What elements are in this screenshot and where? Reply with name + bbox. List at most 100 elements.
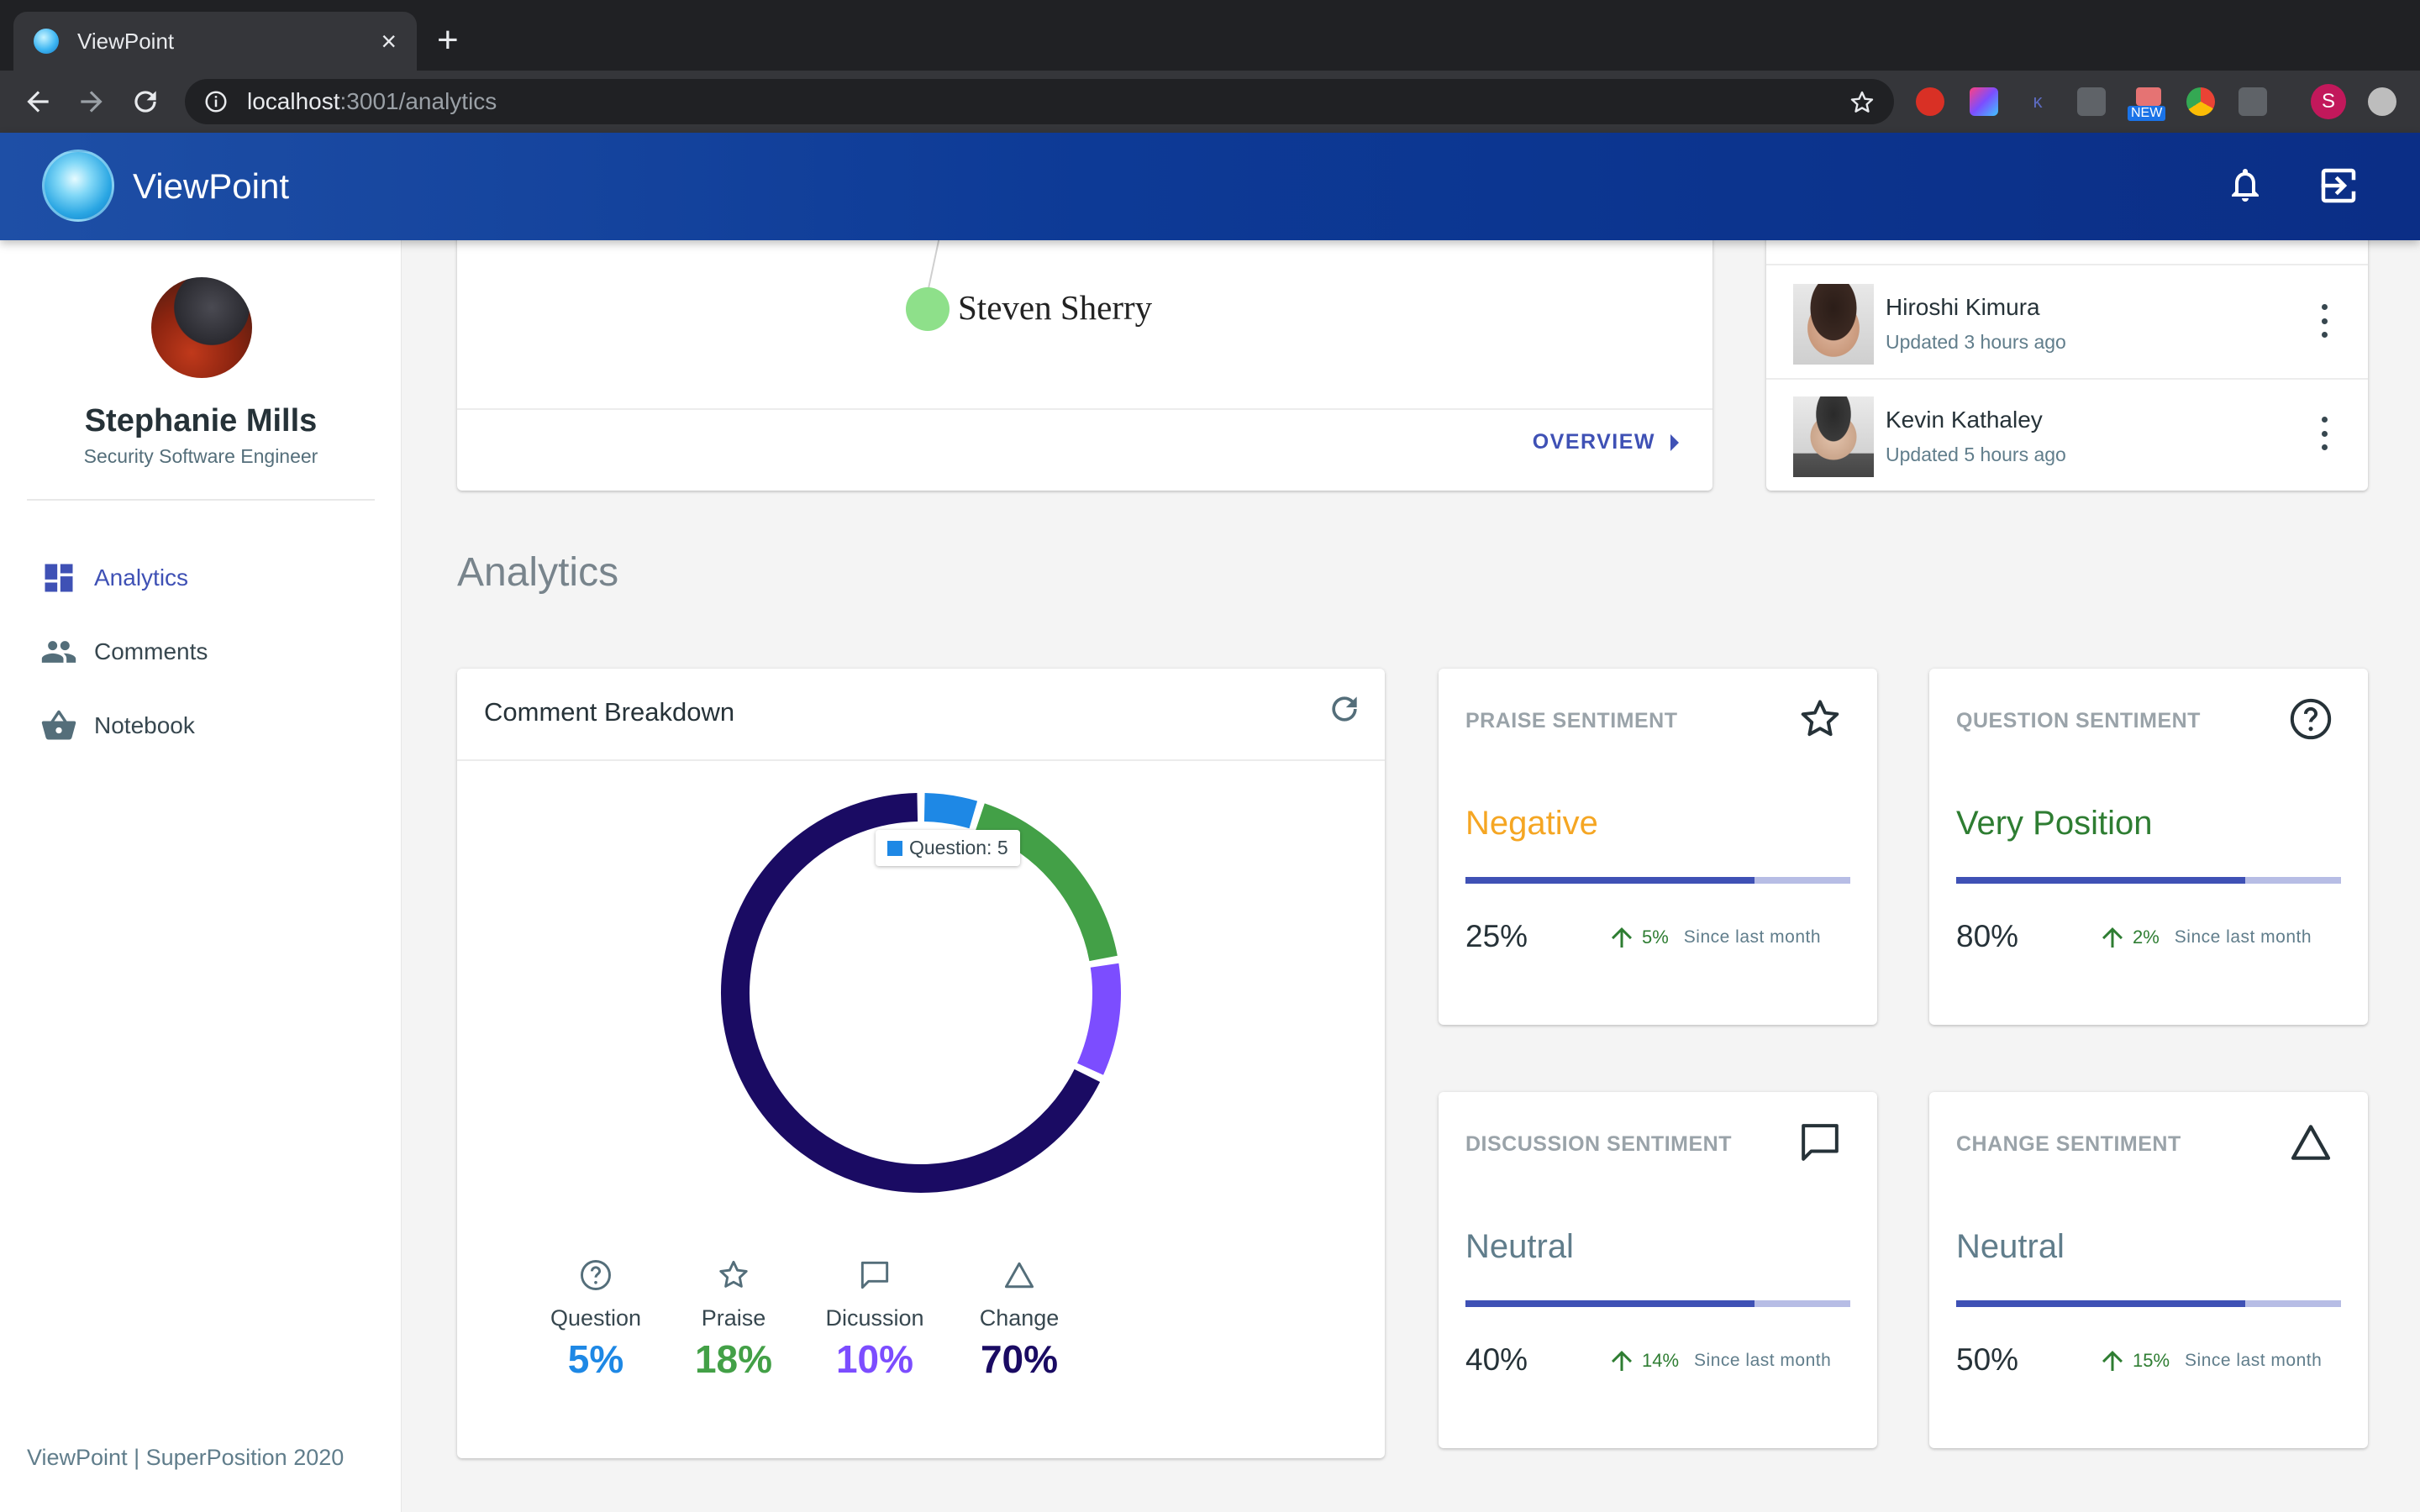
legend-label: Dicussion xyxy=(825,1305,924,1331)
forward-arrow-icon[interactable] xyxy=(76,86,108,118)
arrow-up-icon xyxy=(2102,927,2123,948)
sentiment-value: Neutral xyxy=(1465,1228,1574,1265)
legend-item-question[interactable]: Question 5% xyxy=(524,1257,667,1382)
tree-node-label[interactable]: Steven Sherry xyxy=(958,288,1153,327)
donut-segment-discussion[interactable] xyxy=(1076,963,1121,1075)
sentiment-delta: 15% xyxy=(2133,1350,2170,1371)
legend-item-discussion[interactable]: Dicussion 10% xyxy=(803,1257,946,1382)
profile-avatar[interactable]: S xyxy=(2311,84,2346,119)
person-name: Kevin Kathaley xyxy=(1886,407,2043,433)
arrow-up-icon xyxy=(1612,1351,1632,1371)
avatar[interactable] xyxy=(151,277,252,378)
sentiment-progress xyxy=(1465,1300,1850,1307)
sentiment-title: CHANGE SENTIMENT xyxy=(1956,1132,2181,1156)
tab-title: ViewPoint xyxy=(77,28,175,54)
question-sentiment-card: QUESTION SENTIMENT Very Position 80% 2% … xyxy=(1929,669,2368,1025)
change-sentiment-card: CHANGE SENTIMENT Neutral 50% 15% Since l… xyxy=(1929,1092,2368,1448)
browser-tab[interactable]: ViewPoint × xyxy=(13,12,417,71)
sentiment-value: Neutral xyxy=(1956,1228,2065,1265)
donut-segment-praise[interactable] xyxy=(975,803,1118,962)
back-arrow-icon[interactable] xyxy=(22,86,54,118)
tab-close-icon[interactable]: × xyxy=(381,26,397,56)
tree-connector xyxy=(927,239,940,291)
extension-v-icon[interactable] xyxy=(2238,87,2267,116)
sentiment-title: PRAISE SENTIMENT xyxy=(1465,709,1678,732)
more-vert-icon[interactable] xyxy=(2321,304,2328,338)
sentiment-value: Very Position xyxy=(1956,805,2153,842)
legend-item-praise[interactable]: Praise 18% xyxy=(662,1257,805,1382)
arrow-up-icon xyxy=(2102,1351,2123,1371)
more-vert-icon[interactable] xyxy=(2321,417,2328,450)
sentiment-progress xyxy=(1956,1300,2341,1307)
refresh-icon[interactable] xyxy=(1326,690,1363,727)
bell-icon[interactable] xyxy=(2225,165,2265,205)
sentiment-since: Since last month xyxy=(2185,1351,2323,1370)
sidebar-item-notebook[interactable]: Notebook xyxy=(40,702,195,749)
bookmark-star-icon[interactable] xyxy=(1849,89,1876,116)
sidebar-item-comments[interactable]: Comments xyxy=(40,628,208,675)
chat-outline-icon xyxy=(1802,1124,1839,1161)
user-name: Stephanie Mills xyxy=(84,403,318,438)
card-title: Comment Breakdown xyxy=(484,697,735,727)
sentiment-value: Negative xyxy=(1465,805,1598,842)
legend-value: 18% xyxy=(694,1337,773,1381)
sentiment-percent: 50% xyxy=(1956,1342,2019,1377)
question-circle-icon xyxy=(2290,698,2332,740)
extension-stop-icon[interactable] xyxy=(1916,87,1944,116)
sign-out-icon[interactable] xyxy=(2316,163,2361,208)
sentiment-delta: 5% xyxy=(1642,927,1669,948)
sentiment-progress xyxy=(1465,877,1850,884)
browser-toolbar: localhost:3001/analytics ĸ NEW S xyxy=(0,71,2420,133)
sentiment-delta: 2% xyxy=(2133,927,2160,948)
list-item[interactable]: Hiroshi Kimura Updated 3 hours ago xyxy=(1766,264,2368,380)
info-icon[interactable] xyxy=(203,89,229,114)
sidebar-item-analytics[interactable]: Analytics xyxy=(40,554,188,601)
list-item[interactable]: Kevin Kathaley Updated 5 hours ago xyxy=(1766,378,2368,494)
reload-icon[interactable] xyxy=(129,86,161,118)
overview-button[interactable]: OVERVIEW xyxy=(1533,430,1679,454)
dashboard-icon xyxy=(45,564,73,592)
url-path: :3001/analytics xyxy=(339,88,497,114)
extension-new-icon[interactable]: NEW xyxy=(2128,87,2171,121)
sentiment-delta: 14% xyxy=(1642,1350,1680,1371)
question-circle-icon xyxy=(581,1260,611,1290)
legend-value: 5% xyxy=(567,1337,624,1381)
sidebar: Stephanie Mills Security Software Engine… xyxy=(0,240,402,1512)
viewpoint-logo[interactable] xyxy=(42,150,114,222)
tree-node[interactable] xyxy=(906,287,950,331)
extension-chrome-icon[interactable] xyxy=(2186,87,2215,116)
donut-segment-change[interactable] xyxy=(721,793,1101,1193)
legend-label: Praise xyxy=(701,1305,766,1331)
sentiment-progress-fill xyxy=(1956,877,2245,884)
browser-tabstrip: ViewPoint × + xyxy=(0,0,2420,71)
sidebar-item-label: Notebook xyxy=(94,712,195,738)
viewpoint-favicon-icon xyxy=(34,29,59,54)
sidebar-footer: ViewPoint | SuperPosition 2020 xyxy=(27,1445,345,1470)
extension-k-icon[interactable]: ĸ xyxy=(2033,91,2043,112)
person-updated: Updated 3 hours ago xyxy=(1886,331,2066,353)
sentiment-change: 14% Since last month xyxy=(1607,1346,1831,1376)
triangle-icon xyxy=(1004,1262,1034,1289)
triangle-outline-icon xyxy=(2291,1125,2331,1160)
legend-value: 70% xyxy=(980,1337,1059,1381)
extension-update-icon[interactable] xyxy=(2368,87,2396,116)
extension-f-icon[interactable] xyxy=(2077,87,2106,116)
extension-colorful-icon[interactable] xyxy=(1970,87,1998,116)
page-title: Analytics xyxy=(457,550,619,595)
donut-segment-question[interactable] xyxy=(923,793,978,829)
address-bar[interactable]: localhost:3001/analytics xyxy=(185,79,1894,124)
donut-chart[interactable] xyxy=(719,791,1123,1194)
sentiment-change: 15% Since last month xyxy=(2097,1346,2322,1376)
new-tab-icon[interactable]: + xyxy=(437,19,459,60)
praise-sentiment-card: PRAISE SENTIMENT Negative 25% 5% Since l… xyxy=(1439,669,1877,1025)
chart-tooltip: Question: 5 xyxy=(876,830,1020,866)
legend-item-change[interactable]: Change 70% xyxy=(948,1257,1091,1382)
sentiment-progress xyxy=(1956,877,2341,884)
arrow-up-icon xyxy=(1612,927,1632,948)
tree-card-divider xyxy=(457,408,1712,410)
person-updated: Updated 5 hours ago xyxy=(1886,444,2066,465)
people-icon xyxy=(41,641,76,663)
user-role: Security Software Engineer xyxy=(83,445,318,467)
sentiment-progress-fill xyxy=(1956,1300,2245,1307)
person-name: Hiroshi Kimura xyxy=(1886,294,2040,320)
